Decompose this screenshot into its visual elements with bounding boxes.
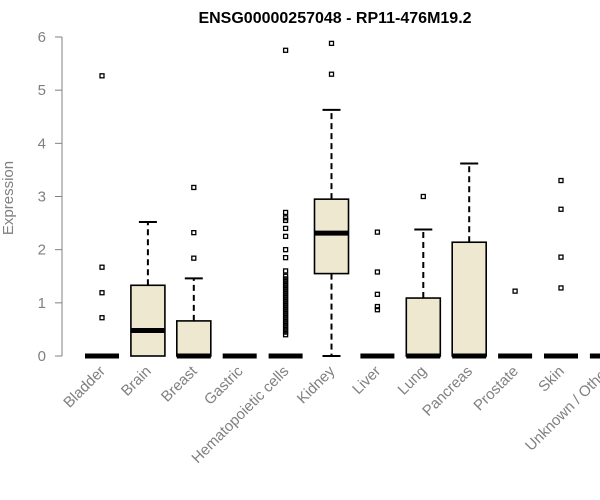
box-body: [405, 297, 442, 357]
outlier-point: [282, 268, 289, 274]
outlier-point: [282, 225, 289, 232]
outlier-point: [99, 73, 105, 79]
outlier-point: [328, 40, 335, 47]
x-tick-label: Bladder: [60, 363, 109, 412]
outlier-point: [512, 288, 518, 294]
box-liver: [360, 229, 395, 359]
outlier-point: [282, 294, 289, 301]
x-tick-label: Gastric: [201, 362, 247, 408]
outlier-point: [282, 209, 289, 216]
outlier-point: [282, 332, 289, 338]
outlier-point: [374, 269, 381, 275]
outlier-point: [282, 289, 289, 295]
y-axis-title: Expression: [0, 161, 17, 235]
outlier-point: [282, 329, 289, 335]
outlier-point: [282, 300, 289, 306]
outlier-point: [191, 255, 197, 261]
box-body: [451, 241, 488, 357]
x-tick-label: Pancreas: [419, 363, 476, 420]
chart-title: ENSG00000257048 - RP11-476M19.2: [198, 10, 471, 27]
x-tick-label: Breast: [158, 362, 201, 405]
box-unknown-other: [589, 353, 600, 359]
x-tick-label: Skin: [535, 363, 568, 396]
y-tick-label: 1: [38, 295, 46, 312]
outlier-point: [282, 302, 289, 309]
outlier-point: [374, 291, 381, 297]
outlier-point: [282, 247, 289, 253]
box-breast: [176, 184, 212, 359]
outlier-point: [282, 308, 289, 314]
outlier-point: [282, 297, 289, 303]
outlier-point: [282, 292, 289, 298]
y-tick-label: 6: [38, 29, 46, 46]
outlier-point: [282, 310, 289, 317]
outlier-point: [282, 284, 289, 290]
outlier-point: [282, 316, 289, 322]
y-tick-label: 5: [38, 82, 46, 99]
outlier-point: [282, 233, 289, 240]
outlier-point: [282, 278, 289, 285]
x-tick-label: Kidney: [294, 362, 339, 407]
outlier-point: [374, 229, 381, 235]
outlier-point: [282, 273, 289, 279]
outlier-point: [191, 184, 197, 191]
outlier-point: [282, 326, 289, 333]
outlier-point: [558, 177, 564, 184]
outlier-point: [99, 290, 105, 296]
y-tick-label: 0: [38, 348, 46, 365]
x-tick-label: Brain: [118, 363, 155, 400]
y-axis-ticks: 0 1 2 3 4 5 6: [38, 29, 62, 365]
outlier-point: [282, 215, 289, 221]
box-body: [176, 320, 212, 357]
outlier-point: [282, 47, 289, 53]
box-body: [130, 284, 166, 357]
x-tick-label: Prostate: [470, 363, 522, 415]
outlier-point: [558, 206, 564, 212]
y-tick-label: 4: [38, 135, 46, 152]
box-skin: [544, 177, 578, 359]
outlier-point: [328, 71, 335, 77]
x-tick-label: Lung: [395, 363, 431, 399]
box-hematopoietic-cells: [268, 47, 303, 359]
box-body: [313, 198, 350, 275]
box-series: [85, 40, 600, 359]
outlier-point: [374, 307, 381, 313]
outlier-point: [99, 315, 105, 321]
outlier-point: [282, 254, 289, 261]
outlier-point: [282, 324, 289, 330]
box-pancreas: [451, 162, 488, 359]
outlier-point: [558, 285, 564, 291]
outlier-point: [282, 305, 289, 311]
outlier-point: [99, 264, 105, 270]
outlier-point: [558, 254, 564, 260]
outlier-point: [282, 276, 289, 282]
y-tick-label: 3: [38, 189, 46, 206]
outlier-point: [282, 321, 289, 327]
outlier-point: [282, 281, 289, 287]
box-kidney: [313, 40, 350, 357]
x-tick-label: Liver: [349, 363, 384, 398]
box-prostate: [498, 288, 533, 359]
outlier-point: [282, 217, 289, 224]
outlier-point: [374, 303, 381, 310]
outlier-point: [191, 230, 197, 236]
y-tick-label: 2: [38, 242, 46, 259]
outlier-point: [282, 286, 289, 293]
outlier-point: [282, 318, 289, 325]
box-lung: [405, 193, 442, 359]
box-bladder: [85, 73, 119, 359]
box-brain: [130, 221, 166, 357]
outlier-point: [420, 193, 426, 200]
outlier-point: [282, 313, 289, 319]
